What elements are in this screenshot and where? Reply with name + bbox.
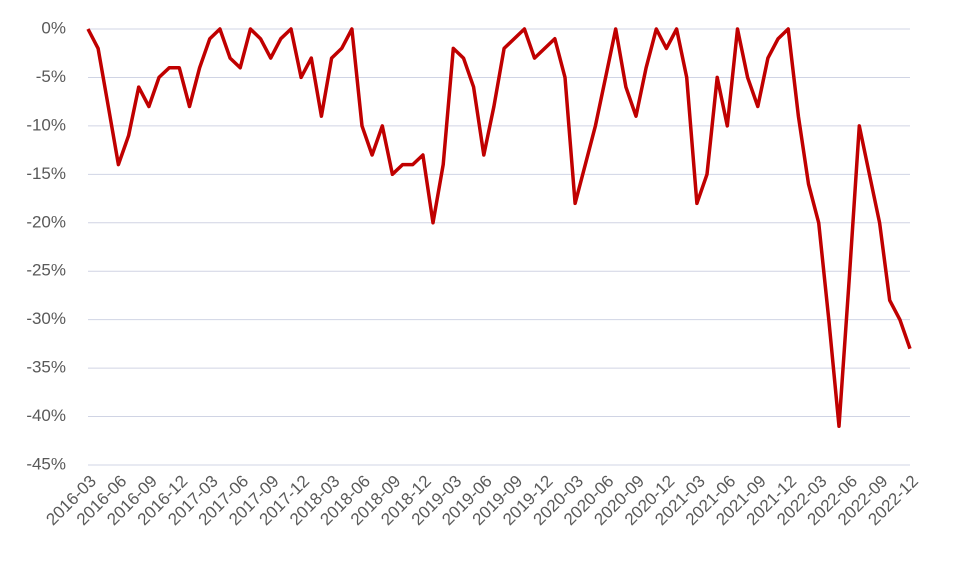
y-tick-label: 0% xyxy=(41,18,66,37)
y-tick-label: -5% xyxy=(36,67,66,86)
y-tick-label: -10% xyxy=(26,115,66,134)
y-tick-label: -35% xyxy=(26,358,66,377)
y-tick-label: -25% xyxy=(26,261,66,280)
y-tick-label: -15% xyxy=(26,164,66,183)
y-tick-label: -20% xyxy=(26,212,66,231)
y-tick-label: -40% xyxy=(26,406,66,425)
y-tick-label: -45% xyxy=(26,454,66,473)
data-line xyxy=(86,27,912,428)
y-tick-label: -30% xyxy=(26,309,66,328)
